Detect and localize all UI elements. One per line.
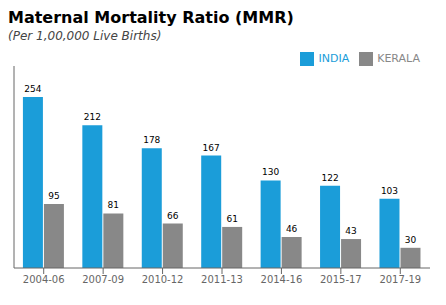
svg-text:66: 66 [167, 211, 179, 221]
svg-text:2004-06: 2004-06 [23, 274, 65, 285]
svg-text:212: 212 [84, 112, 101, 122]
svg-text:2014-16: 2014-16 [261, 274, 303, 285]
svg-text:103: 103 [381, 186, 398, 196]
svg-text:2011-13: 2011-13 [201, 274, 243, 285]
html-text:Maternal Mortality Ratio (MMR): Maternal Mortality Ratio (MMR) [8, 8, 294, 27]
svg-text:43: 43 [345, 226, 356, 236]
svg-text:2010-12: 2010-12 [142, 274, 184, 285]
svg-text:81: 81 [108, 200, 119, 210]
svg-text:2015-17: 2015-17 [320, 274, 362, 285]
html-text:INDIA: INDIA [318, 52, 350, 65]
svg-text:95: 95 [48, 191, 59, 201]
svg-text:254: 254 [24, 84, 41, 94]
svg-text:130: 130 [262, 167, 279, 177]
svg-text:178: 178 [143, 135, 160, 145]
svg-text:46: 46 [286, 224, 298, 234]
svg-text:167: 167 [203, 143, 220, 153]
html-text:KERALA: KERALA [377, 52, 420, 65]
svg-text:2017-19: 2017-19 [379, 274, 421, 285]
svg-text:2007-09: 2007-09 [82, 274, 124, 285]
html-text:(Per 1,00,000 Live Births): (Per 1,00,000 Live Births) [8, 29, 162, 43]
svg-text:30: 30 [405, 235, 417, 245]
svg-text:61: 61 [226, 214, 237, 224]
svg-text:122: 122 [321, 173, 338, 183]
